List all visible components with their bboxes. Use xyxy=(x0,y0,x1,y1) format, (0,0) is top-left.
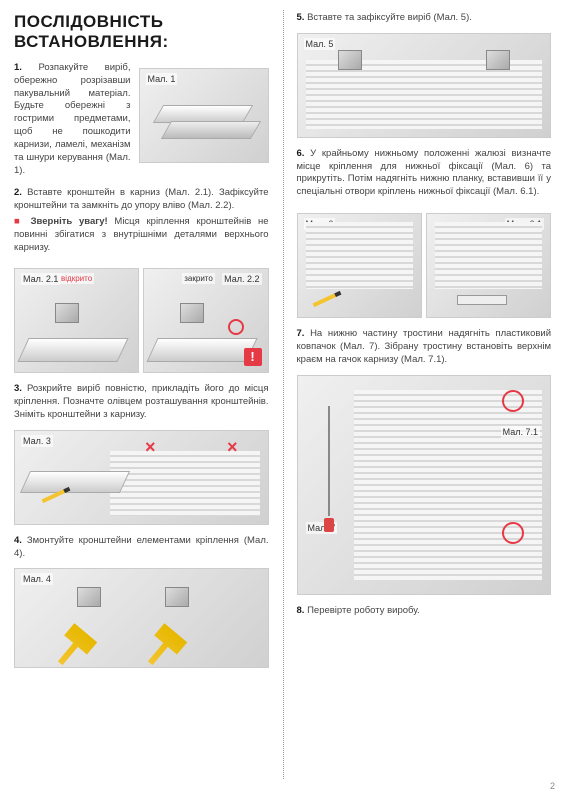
step-2-body: Вставте кронштейн в карниз (Мал. 2.1). З… xyxy=(14,187,269,211)
figure-6: Мал. 6 xyxy=(297,213,422,318)
figure-1: Мал. 1 xyxy=(139,68,269,163)
step-6-text: 6. У крайньому нижньому положенні жалюзі… xyxy=(297,148,552,199)
step-8-num: 8. xyxy=(297,605,305,616)
figure-2-1-label: Мал. 2.1 xyxy=(21,273,60,285)
closed-label: закрито xyxy=(182,273,215,284)
figure-5-label: Мал. 5 xyxy=(304,38,336,50)
step-2-num: 2. xyxy=(14,187,22,198)
step-8: 8. Перевірте роботу виробу. xyxy=(297,605,552,618)
blinds-graphic-61 xyxy=(435,222,542,289)
step-5-body: Вставте та зафіксуйте виріб (Мал. 5). xyxy=(307,12,472,23)
step-6-body: У крайньому нижньому положенні жалюзі ви… xyxy=(297,148,552,197)
figure-7: Мал. 7 Мал. 7.1 xyxy=(297,375,552,595)
figure-2-1: Мал. 2.1 відкрито xyxy=(14,268,139,373)
pencil-icon-6 xyxy=(312,291,341,307)
figure-1-label: Мал. 1 xyxy=(146,73,178,85)
step-4: 4. Змонтуйте кронштейни елементами кріпл… xyxy=(14,535,269,561)
step-5-text: 5. Вставте та зафіксуйте виріб (Мал. 5). xyxy=(297,12,552,25)
left-column: ПОСЛІДОВНІСТЬ ВСТАНОВЛЕННЯ: 1. Розпакуйт… xyxy=(0,0,283,799)
figure-2-2: закрито Мал. 2.2 ! xyxy=(143,268,268,373)
bracket-4b xyxy=(165,587,189,607)
page-title: ПОСЛІДОВНІСТЬ ВСТАНОВЛЕННЯ: xyxy=(14,12,269,52)
step-6-num: 6. xyxy=(297,148,305,159)
step-2: 2. Вставте кронштейн в карниз (Мал. 2.1)… xyxy=(14,187,269,254)
blinds-graphic xyxy=(110,451,260,516)
right-column: 5. Вставте та зафіксуйте виріб (Мал. 5).… xyxy=(283,0,565,799)
warning-bold: Зверніть увагу! xyxy=(31,216,108,227)
wand-cap xyxy=(324,518,334,532)
step-1: 1. Розпакуйте виріб, обережно розрізавши… xyxy=(14,62,269,177)
figure-5: Мал. 5 xyxy=(297,33,552,138)
warning-icon: ■ xyxy=(14,216,24,227)
figure-4-label: Мал. 4 xyxy=(21,573,53,585)
figure-6-group: Мал. 6 Мал. 6.1 xyxy=(297,207,552,328)
step-1-num: 1. xyxy=(14,62,22,73)
bracket-graphic-2 xyxy=(180,303,204,323)
step-5: 5. Вставте та зафіксуйте виріб (Мал. 5). xyxy=(297,12,552,25)
step-1-text: 1. Розпакуйте виріб, обережно розрізавши… xyxy=(14,62,131,177)
figure-3-label: Мал. 3 xyxy=(21,435,53,447)
red-circle-icon xyxy=(228,319,244,335)
step-3-body: Розкрийте виріб повністю, прикладіть йог… xyxy=(14,383,269,420)
wand-graphic xyxy=(328,406,330,516)
drill-icon xyxy=(49,623,98,673)
step-7-text: 7. На нижню частину тростини надягніть п… xyxy=(297,328,552,366)
bracket-4a xyxy=(77,587,101,607)
step-6: 6. У крайньому нижньому положенні жалюзі… xyxy=(297,148,552,199)
step-8-text: 8. Перевірте роботу виробу. xyxy=(297,605,552,618)
rail-open xyxy=(17,338,128,362)
step-7: 7. На нижню частину тростини надягніть п… xyxy=(297,328,552,366)
step-3-text: 3. Розкрийте виріб повністю, прикладіть … xyxy=(14,383,269,421)
step-4-num: 4. xyxy=(14,535,22,546)
detail-circle-2 xyxy=(502,522,524,544)
step-3: 3. Розкрийте виріб повністю, прикладіть … xyxy=(14,383,269,421)
figure-6-1: Мал. 6.1 xyxy=(426,213,551,318)
drill-icon-2 xyxy=(139,623,188,673)
bottom-clip xyxy=(457,295,507,305)
rail-closed xyxy=(147,338,258,362)
figure-2-2-label: Мал. 2.2 xyxy=(222,273,261,285)
alert-icon: ! xyxy=(244,348,262,366)
step-3-num: 3. xyxy=(14,383,22,394)
rail-graphic-3 xyxy=(20,471,130,493)
red-x-icon-2: × xyxy=(227,437,238,458)
blinds-graphic-7 xyxy=(354,390,543,580)
step-7-body: На нижню частину тростини надягніть плас… xyxy=(297,328,552,365)
step-8-body: Перевірте роботу виробу. xyxy=(307,605,420,616)
bracket-5b xyxy=(486,50,510,70)
step-2-text: 2. Вставте кронштейн в карниз (Мал. 2.1)… xyxy=(14,187,269,213)
rail-graphic-2 xyxy=(160,121,260,139)
bracket-graphic xyxy=(55,303,79,323)
step-7-num: 7. xyxy=(297,328,305,339)
open-label: відкрито xyxy=(59,273,94,284)
step-1-body: Розпакуйте виріб, обережно розрізавши па… xyxy=(14,62,131,176)
detail-circle-1 xyxy=(502,390,524,412)
figure-3: Мал. 3 × × xyxy=(14,430,269,525)
step-2-warning: ■ Зверніть увагу! Місця кріплення кроншт… xyxy=(14,216,269,254)
red-x-icon: × xyxy=(145,437,156,458)
figure-2-group: Мал. 2.1 відкрито закрито Мал. 2.2 ! xyxy=(14,262,269,383)
figure-7-1-label: Мал. 7.1 xyxy=(501,426,540,438)
step-5-num: 5. xyxy=(297,12,305,23)
bracket-5a xyxy=(338,50,362,70)
page-number: 2 xyxy=(550,781,555,791)
blinds-graphic-6 xyxy=(306,222,413,289)
step-4-text: 4. Змонтуйте кронштейни елементами кріпл… xyxy=(14,535,269,561)
step-4-body: Змонтуйте кронштейни елементами кріпленн… xyxy=(14,535,269,559)
figure-4: Мал. 4 xyxy=(14,568,269,668)
blinds-graphic-5 xyxy=(306,60,543,129)
